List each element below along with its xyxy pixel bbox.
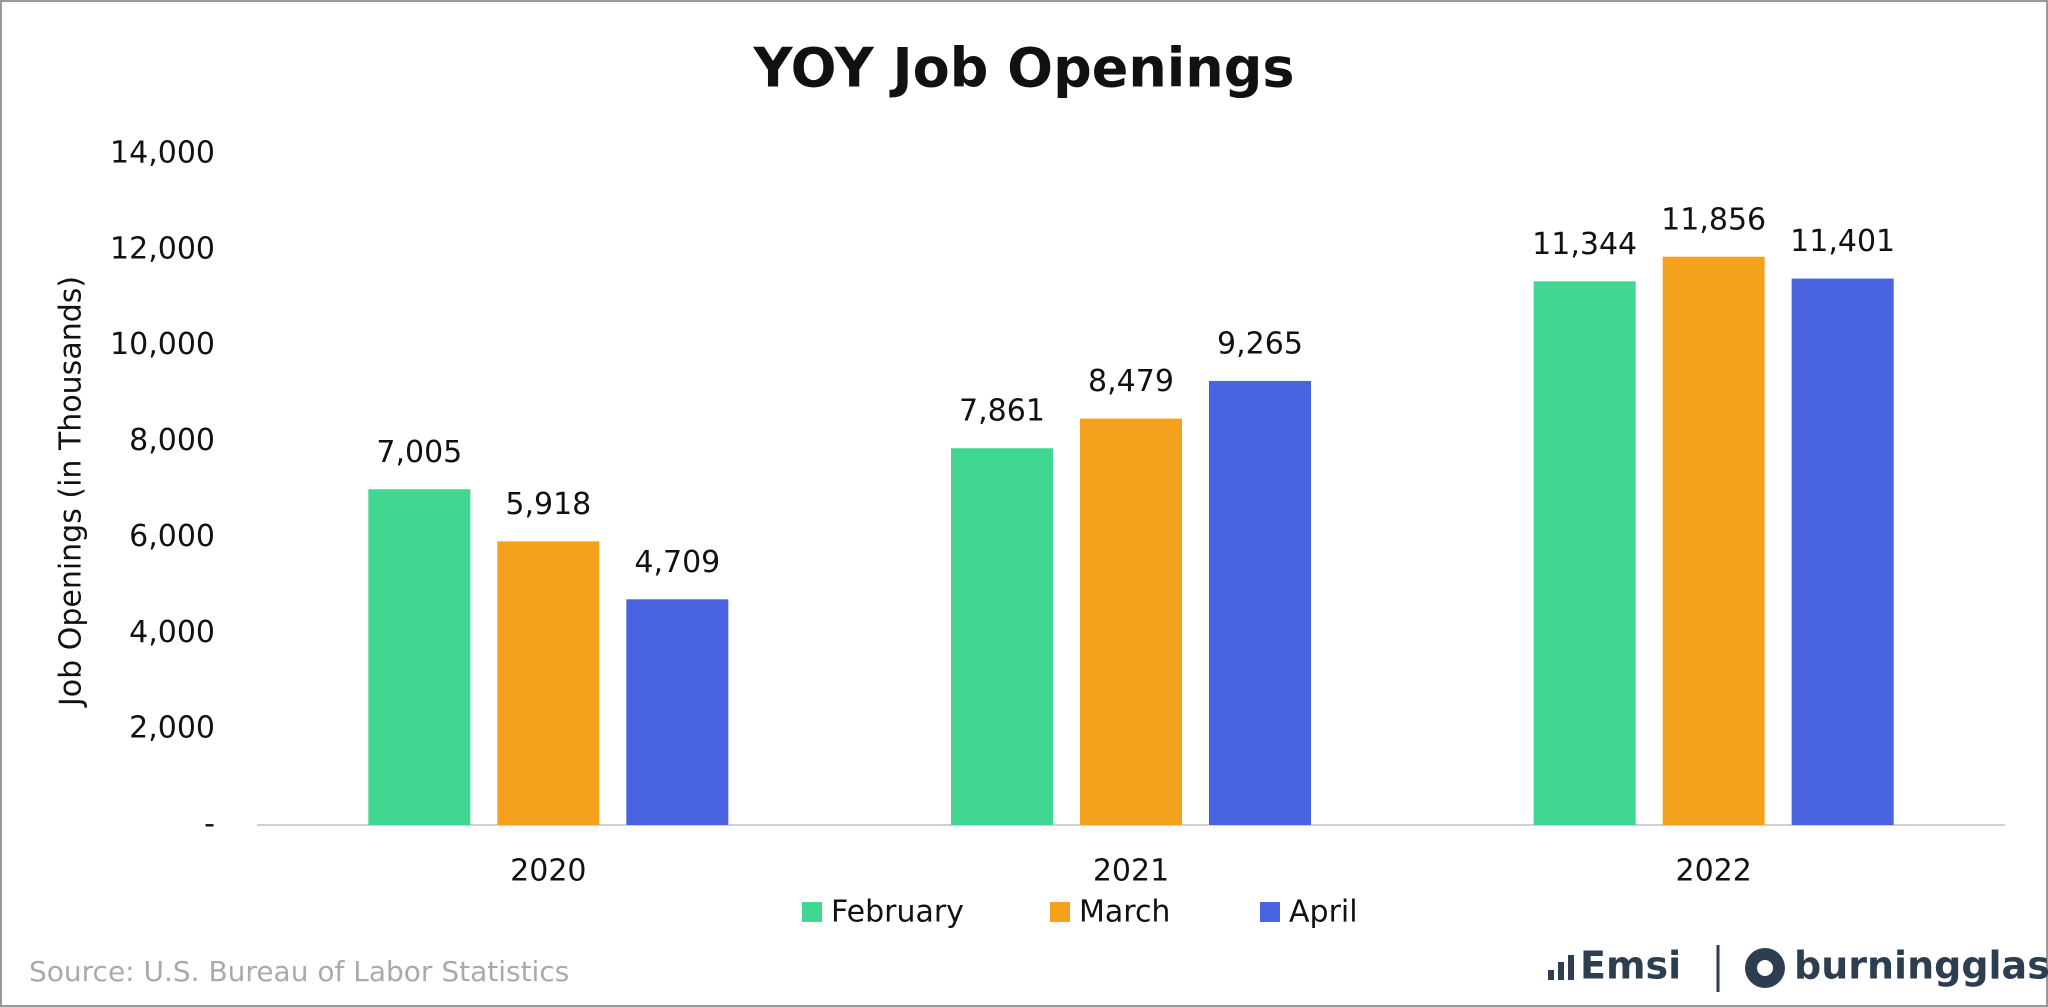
y-tick-label: 14,000: [110, 136, 215, 171]
y-tick-label: -: [204, 807, 215, 842]
logo-emsi: Emsi: [1548, 944, 1681, 988]
x-tick-label: 2022: [1675, 854, 1751, 889]
y-tick-label: 6,000: [129, 519, 215, 554]
bar: [1080, 418, 1182, 825]
y-tick-label: 10,000: [110, 327, 215, 362]
bar: [1662, 256, 1765, 825]
data-label: 7,005: [376, 435, 462, 470]
x-tick-label: 2020: [510, 854, 586, 889]
legend-label: March: [1079, 895, 1170, 930]
data-label: 5,918: [505, 487, 591, 522]
bar: [368, 489, 471, 825]
legend-swatch: [802, 902, 822, 922]
bar: [1533, 281, 1636, 825]
data-label: 11,344: [1532, 227, 1637, 262]
legend-label: February: [831, 895, 964, 930]
data-label: 7,861: [959, 394, 1045, 429]
bar: [626, 599, 729, 825]
bar: [497, 541, 600, 825]
source: Source: U.S. Bureau of Labor Statistics: [29, 955, 569, 988]
data-label: 8,479: [1088, 364, 1174, 399]
y-tick-label: 12,000: [110, 231, 215, 266]
logo-burningglass: burningglass: [1745, 944, 2048, 988]
y-axis-label: Job Openings (in Thousands): [54, 276, 89, 708]
legend-swatch: [1050, 902, 1070, 922]
logo-text: burningglass: [1794, 944, 2048, 988]
legend-label: April: [1289, 895, 1358, 930]
data-label: 4,709: [634, 545, 720, 580]
legend-swatch: [1260, 902, 1280, 922]
data-label: 11,401: [1790, 224, 1895, 259]
data-label: 9,265: [1217, 326, 1303, 361]
y-tick-label: 8,000: [129, 423, 215, 458]
y-tick-label: 2,000: [129, 711, 215, 746]
bar: [1209, 380, 1311, 825]
bar: [951, 448, 1053, 825]
x-tick-label: 2021: [1093, 854, 1169, 889]
data-label: 11,856: [1661, 202, 1766, 237]
y-tick-label: 4,000: [129, 615, 215, 650]
bar: [1791, 278, 1894, 825]
chart-title: YOY Job Openings: [752, 37, 1294, 100]
logo-text: Emsi: [1580, 944, 1681, 988]
